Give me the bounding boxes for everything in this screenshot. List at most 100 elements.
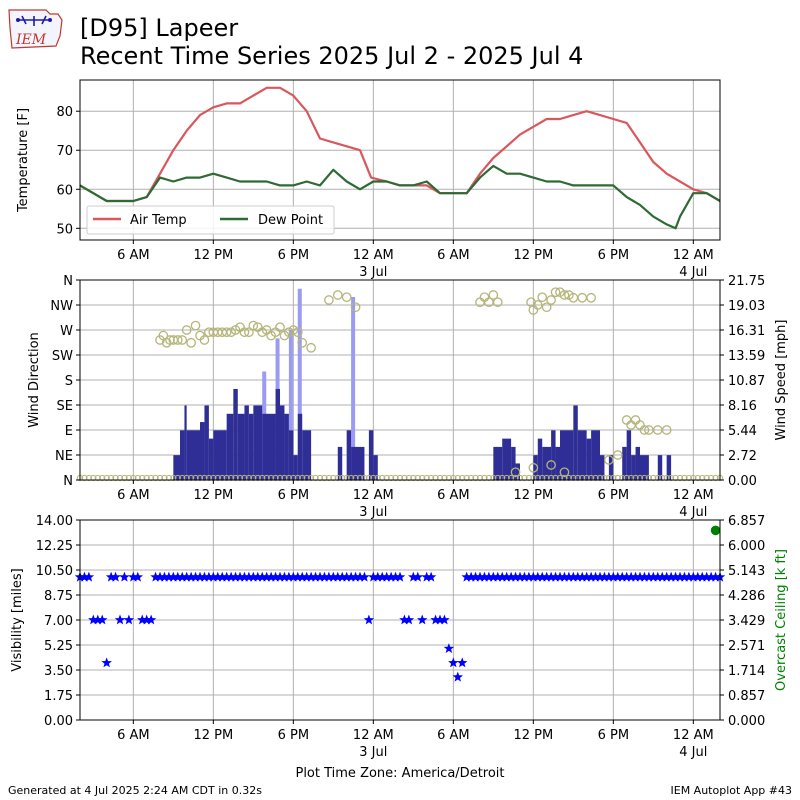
visibility-point	[368, 571, 379, 582]
visibility-point	[537, 571, 548, 582]
visibility-point	[532, 571, 543, 582]
visibility-point	[492, 571, 503, 582]
visibility-ticks: 0.00 1.75 3.50 5.25 7.00 8.75 10.50 12.25 14.00	[36, 514, 80, 729]
x-tick-label: 6 AM	[437, 728, 470, 743]
wind-direction-calm-point	[454, 474, 461, 482]
visibility-point	[710, 571, 721, 582]
visibility-point	[248, 571, 259, 582]
visibility-point	[159, 571, 170, 582]
wind-direction-point	[661, 425, 672, 435]
air-temp-line	[79, 86, 721, 203]
visibility-point	[425, 571, 437, 582]
direction-tick-label: SE	[57, 399, 73, 414]
temperature-frame	[79, 79, 721, 241]
wind-direction-calm-point	[205, 474, 212, 482]
wind-direction-calm-point	[99, 474, 106, 482]
wind-direction-calm-point	[201, 474, 208, 482]
wind-direction-calm-point	[588, 474, 595, 482]
wind-direction-calm-point	[499, 474, 506, 482]
visibility-point	[705, 571, 717, 582]
wind-direction-calm-point	[374, 474, 381, 482]
wind-direction-ylabel: Wind Direction	[27, 332, 42, 428]
x-tick-label: 6 PM	[278, 728, 309, 743]
wind-direction-calm-point	[619, 474, 626, 482]
x-tick-label: 12 AM	[673, 488, 714, 503]
speed-tick-label: 16.31	[728, 324, 765, 339]
wind-direction-calm-point	[570, 474, 577, 482]
wind-direction-point	[292, 327, 303, 338]
x-tick-label: 12 AM	[353, 488, 394, 503]
visibility-point	[599, 571, 610, 582]
visibility-point	[394, 571, 406, 582]
wind-direction-calm-point	[356, 474, 364, 482]
wind-direction-calm-point	[694, 474, 701, 482]
wind-direction-calm-point	[494, 474, 501, 482]
wind-direction-calm-point	[659, 474, 666, 482]
wind-direction-calm-point	[556, 474, 564, 482]
wind-direction-point	[621, 415, 632, 425]
wind-speed-bar	[204, 405, 209, 480]
wind-direction-calm-point	[641, 474, 648, 482]
wind-speed-bar	[280, 405, 285, 480]
wind-speed-bar	[248, 413, 254, 480]
x-tick-label: 6 AM	[117, 728, 150, 743]
wind-panel: N NE E SE S SW W NW N 0.00 2.72 5.44 8.16 10.87 13.59…	[27, 274, 789, 520]
wind-speed-bar	[244, 405, 249, 480]
visibility-point	[234, 571, 246, 582]
x-tick-label: 6 PM	[598, 248, 629, 263]
wind-direction-calm-point	[392, 474, 399, 482]
wind-gust-bar	[297, 288, 302, 480]
visibility-point	[199, 571, 210, 582]
visibility-point	[430, 614, 441, 625]
x-tick-label: 12 AM	[353, 248, 394, 263]
visibility-point	[97, 614, 108, 625]
wind-direction-point	[635, 420, 645, 430]
visibility-point	[648, 571, 659, 582]
wind-direction-calm-point	[636, 474, 644, 482]
wind-direction-point	[639, 425, 650, 435]
visibility-point	[288, 571, 299, 582]
wind-direction-calm-point	[121, 474, 128, 482]
temperature-xticks: 6 AM 12 PM 6 PM 12 AM 3 Jul 6 AM 12 PM 6 PM 12 A…	[117, 240, 714, 280]
visibility-point	[190, 571, 201, 582]
wind-direction-calm-point	[441, 474, 448, 482]
speed-tick-label: 5.44	[728, 424, 757, 439]
ceiling-tick-label: 6.000	[728, 539, 765, 554]
wind-direction-calm-point	[512, 474, 519, 482]
wind-speed-bar	[560, 430, 574, 480]
wind-direction-calm-point	[579, 474, 586, 482]
direction-tick-label: NE	[55, 449, 73, 464]
wind-direction-calm-point	[348, 474, 355, 482]
wind-direction-calm-point	[108, 474, 115, 482]
visibility-point	[545, 571, 557, 582]
wind-direction-point	[350, 302, 361, 313]
visibility-point	[212, 571, 223, 582]
visibility-point	[119, 571, 130, 582]
visibility-point	[141, 614, 152, 625]
x-tick-label: 12 PM	[513, 488, 553, 503]
visibility-point	[568, 571, 579, 582]
wind-direction-calm-point	[650, 474, 657, 482]
wind-direction-point	[550, 287, 561, 298]
visibility-point	[101, 657, 112, 668]
visibility-point	[363, 614, 375, 625]
wind-direction-calm-point	[432, 474, 439, 482]
x-tick-date-label: 4 Jul	[679, 265, 707, 280]
logo-text: IEM	[15, 32, 47, 48]
visibility-point	[608, 571, 619, 582]
wind-direction-calm-point	[383, 474, 390, 482]
wind-direction-calm-point	[552, 474, 559, 482]
wind-direction-point	[306, 342, 316, 353]
visibility-point	[114, 614, 126, 625]
iem-logo: IEM	[8, 9, 63, 49]
wind-speed-bar	[186, 430, 200, 480]
wind-direction-point	[528, 462, 539, 473]
wind-direction-point	[630, 415, 641, 425]
x-tick-label: 12 PM	[513, 728, 553, 743]
wind-speed-bar	[640, 455, 649, 480]
ceiling-tick-label: 5.143	[728, 564, 765, 579]
wind-direction-calm-point	[388, 474, 395, 482]
wind-direction-calm-point	[294, 474, 301, 482]
wind-speed-bar	[262, 413, 276, 480]
visibility-point	[412, 571, 423, 582]
